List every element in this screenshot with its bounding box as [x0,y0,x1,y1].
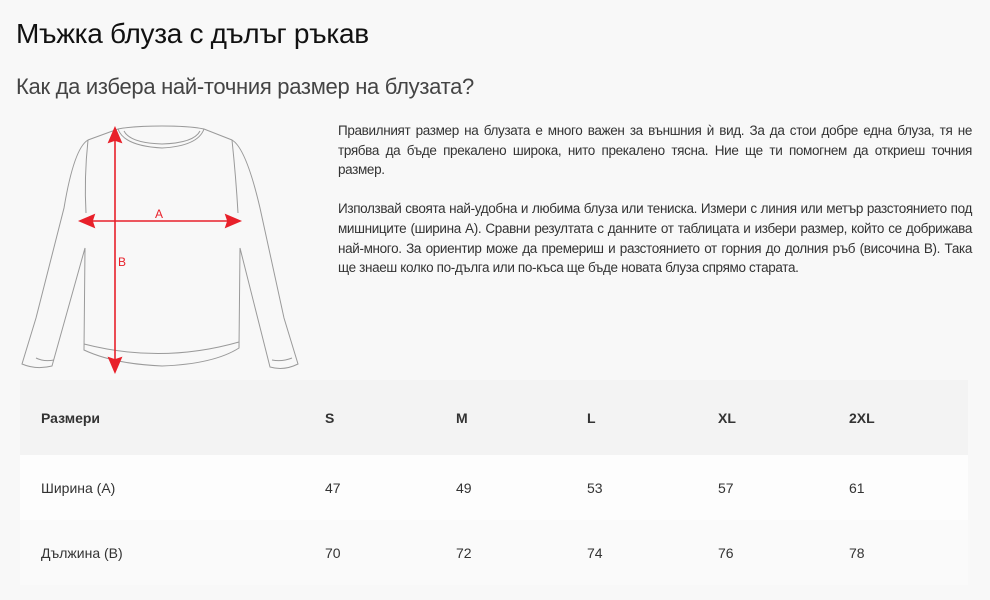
page-subtitle: Как да избера най-точния размер на блуза… [16,74,474,99]
size-table: Размери S M L XL 2XL Ширина (А) 47 49 53… [20,380,968,585]
table-cell: 72 [456,544,472,561]
table-row: Дължина (В) 70 72 74 76 78 [20,520,968,585]
header-cell: L [587,409,596,426]
shirt-collar [117,128,205,149]
header-cell: Размери [41,409,101,426]
arrow-up-icon [107,125,123,144]
table-row: Ширина (А) 47 49 53 57 61 [20,455,968,520]
table-cell: 47 [325,479,341,496]
label-a: A [155,207,163,221]
table-cell: 61 [849,479,865,496]
shirt-measurement-illustration: A B [21,125,299,375]
table-cell: 57 [718,479,734,496]
table-cell: 74 [587,544,603,561]
header-cell: S [325,409,335,426]
table-cell: 53 [587,479,603,496]
page-title: Мъжка блуза с дълъг ръкав [16,18,369,49]
row-label: Ширина (А) [41,479,116,496]
arrow-right-icon [224,213,243,229]
label-b: B [118,255,126,269]
description-paragraph: Използвай своята най-удобна и любима блу… [338,201,972,276]
arrow-left-icon [77,213,96,229]
table-cell: 49 [456,479,472,496]
header-cell: XL [718,409,736,426]
row-label: Дължина (В) [41,544,123,561]
table-cell: 70 [325,544,341,561]
size-guide-description: Правилният размер на блузата е много важ… [338,121,972,297]
arrow-down-icon [107,356,123,375]
description-paragraph: Правилният размер на блузата е много важ… [338,123,972,178]
table-header-row: Размери S M L XL 2XL [20,380,968,455]
header-cell: 2XL [849,409,875,426]
table-cell: 78 [849,544,865,561]
table-cell: 76 [718,544,734,561]
header-cell: M [456,409,468,426]
shirt-outline [21,125,299,369]
